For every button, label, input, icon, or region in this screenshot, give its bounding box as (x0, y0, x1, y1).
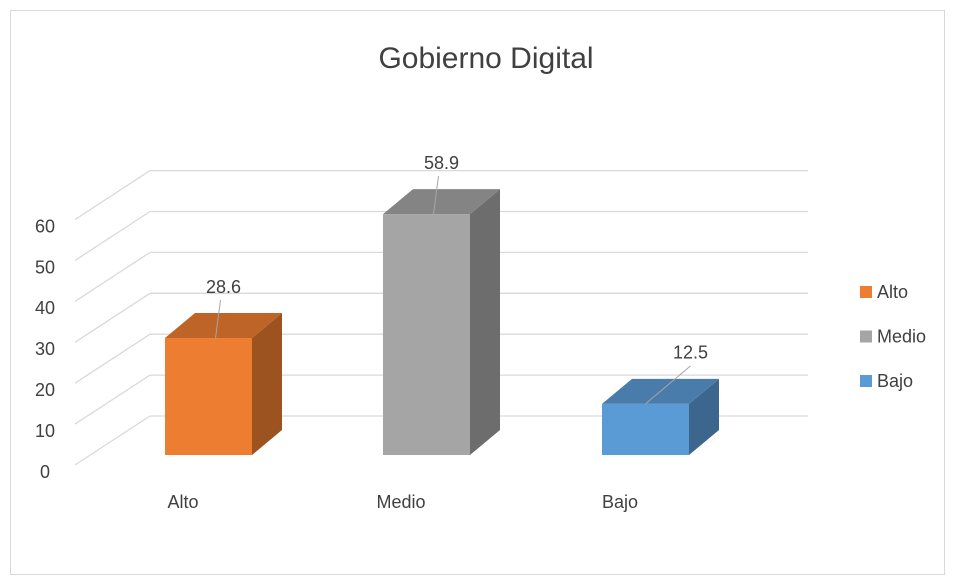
grid-line-side (74, 415, 151, 466)
x-tick-label: Medio (376, 492, 425, 512)
leader-line (433, 176, 439, 215)
bar-front (165, 338, 252, 455)
bar (383, 189, 500, 455)
grid-line-side (74, 210, 151, 262)
y-tick-label: 60 (35, 216, 55, 236)
grid-line-side (74, 170, 151, 221)
bar-side (689, 378, 719, 455)
value-label: 58.9 (424, 153, 459, 173)
legend-label: Medio (877, 326, 926, 346)
y-tick-label: 30 (35, 339, 55, 359)
bar (165, 313, 282, 455)
legend-swatch (860, 330, 872, 343)
chart-title: Gobierno Digital (378, 42, 593, 75)
y-tick-label: 50 (35, 257, 55, 277)
bar-side (252, 313, 282, 455)
leader-line (645, 365, 691, 405)
y-tick-label: 40 (35, 298, 55, 318)
legend-swatch (860, 375, 872, 387)
grid-line-side (74, 333, 151, 384)
legend-swatch (860, 286, 872, 298)
y-tick-label: 10 (35, 421, 55, 441)
bar-top (383, 189, 500, 215)
bar-side (470, 189, 500, 455)
x-tick-label: Bajo (602, 492, 638, 512)
bar-front (602, 403, 689, 455)
grid-line-side (74, 251, 151, 302)
bar-front (383, 214, 470, 455)
y-tick-label: 0 (40, 462, 50, 482)
x-tick-label: Alto (167, 492, 198, 512)
leader-line (215, 299, 221, 339)
legend-label: Alto (877, 282, 908, 302)
grid-line-side (74, 292, 151, 343)
bar (602, 378, 719, 455)
value-label: 28.6 (206, 277, 241, 297)
bar-top (165, 313, 282, 339)
value-label: 12.5 (673, 343, 708, 363)
grid-line-side (74, 374, 151, 425)
legend-label: Bajo (877, 371, 913, 391)
y-tick-label: 20 (35, 380, 55, 400)
